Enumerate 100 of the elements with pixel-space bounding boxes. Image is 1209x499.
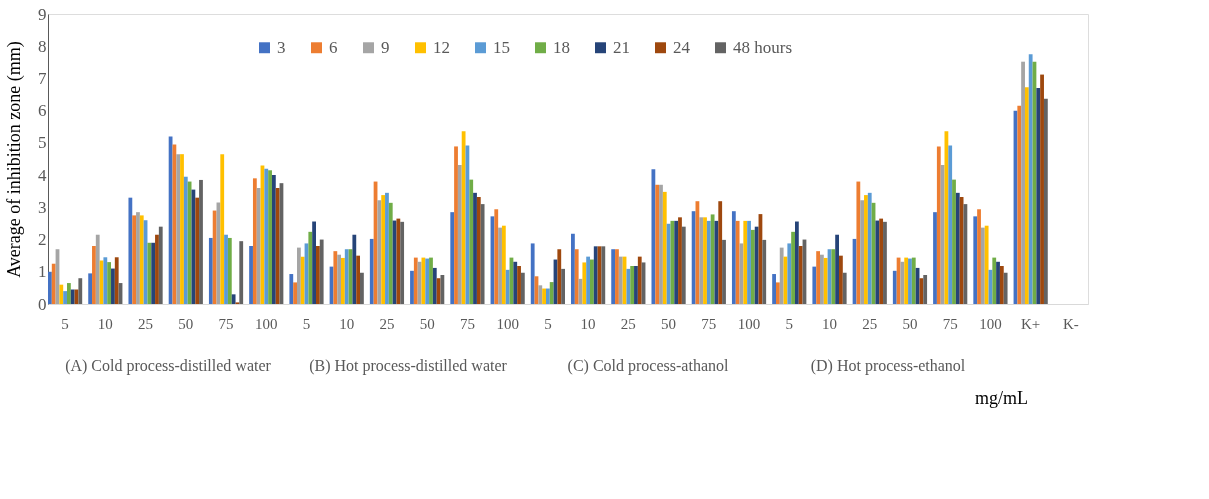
- bar: [710, 214, 715, 304]
- bar: [883, 221, 887, 304]
- bar: [517, 265, 521, 304]
- bar: [308, 231, 313, 304]
- bar: [743, 220, 748, 304]
- bar: [151, 242, 156, 304]
- bar: [545, 288, 550, 304]
- bar: [772, 274, 776, 304]
- bar: [494, 209, 499, 304]
- text: (B) Hot process-distilled water: [309, 357, 508, 375]
- bar: [1003, 272, 1008, 304]
- bar: [352, 234, 357, 304]
- bar: [691, 211, 696, 304]
- bar: [271, 175, 276, 304]
- bar: [626, 268, 631, 304]
- bar: [158, 226, 163, 304]
- x-tick-label: 100: [496, 315, 519, 332]
- bar: [791, 231, 795, 304]
- bar: [747, 220, 751, 304]
- bar: [1021, 61, 1025, 304]
- x-tick-label: K+: [1021, 315, 1041, 332]
- bar: [911, 257, 916, 304]
- x-tick-label: 25: [379, 315, 395, 332]
- bar: [501, 225, 506, 304]
- bar: [794, 221, 799, 304]
- bar: [128, 197, 133, 304]
- bar: [860, 200, 865, 304]
- bar: [904, 257, 909, 304]
- bar: [839, 255, 843, 304]
- text: (C) Cold process-athanol: [567, 357, 729, 375]
- bar: [469, 179, 474, 304]
- bar: [574, 249, 579, 304]
- bar: [586, 256, 591, 304]
- bar: [51, 263, 56, 304]
- bar: [296, 247, 301, 304]
- y-tick-label: 1: [38, 262, 47, 282]
- bar: [754, 226, 759, 304]
- bar: [542, 288, 546, 304]
- bar: [256, 188, 261, 304]
- x-tick-label: 5: [785, 315, 794, 332]
- bar: [132, 215, 137, 304]
- bar: [155, 234, 159, 304]
- bar: [249, 246, 253, 304]
- x-tick-label: 100: [737, 315, 761, 332]
- bar: [735, 220, 740, 304]
- bar: [908, 258, 912, 304]
- bar: [369, 238, 374, 304]
- bar: [275, 188, 280, 304]
- x-tick-label: 75: [459, 315, 475, 332]
- bar: [183, 176, 188, 304]
- bar: [1017, 105, 1022, 304]
- bar: [933, 212, 937, 304]
- y-tick-label: 8: [38, 36, 47, 56]
- bar: [103, 257, 108, 304]
- bar: [480, 204, 485, 304]
- bar: [360, 272, 364, 304]
- bar: [333, 251, 338, 304]
- bar: [549, 282, 554, 304]
- bar: [432, 267, 437, 304]
- bar: [88, 273, 93, 304]
- x-axis-title: mg/mL: [975, 388, 1028, 408]
- bar: [268, 170, 272, 304]
- x-tick-label: 50: [661, 315, 677, 332]
- legend-label: 24: [673, 37, 691, 57]
- x-tick-label: 5: [544, 315, 552, 332]
- bar: [513, 261, 518, 304]
- bar: [955, 192, 960, 304]
- x-tick-label: 10: [97, 315, 113, 332]
- bar: [385, 192, 389, 304]
- bar: [977, 209, 981, 304]
- bar: [816, 251, 821, 304]
- bar: [48, 271, 52, 304]
- bar: [973, 216, 978, 304]
- bar: [762, 239, 767, 304]
- bar: [655, 184, 660, 304]
- bar: [952, 179, 956, 304]
- bar: [722, 239, 726, 304]
- y-tick-label: 5: [38, 133, 47, 153]
- x-tick-label: 25: [620, 315, 636, 332]
- x-tick-label: 100: [255, 315, 278, 332]
- bar: [107, 262, 112, 304]
- bar: [139, 215, 144, 304]
- legend-label: 48 hours: [733, 37, 793, 57]
- bar: [264, 168, 269, 304]
- x-tick-label: 10: [822, 315, 838, 332]
- bar: [114, 257, 119, 304]
- bar: [980, 227, 985, 304]
- bar: [940, 165, 945, 304]
- legend-label: 18: [553, 37, 570, 57]
- bar: [461, 131, 466, 304]
- legend-label: 6: [329, 37, 338, 57]
- y-tick-label: 4: [38, 165, 47, 185]
- bar: [842, 272, 847, 304]
- bar: [593, 246, 598, 304]
- y-axis-title: Average of inhibition zone (mm): [4, 41, 25, 278]
- bar: [651, 169, 656, 304]
- bar: [176, 154, 181, 304]
- bar: [300, 256, 305, 304]
- bar: [227, 237, 232, 304]
- bar: [212, 210, 217, 304]
